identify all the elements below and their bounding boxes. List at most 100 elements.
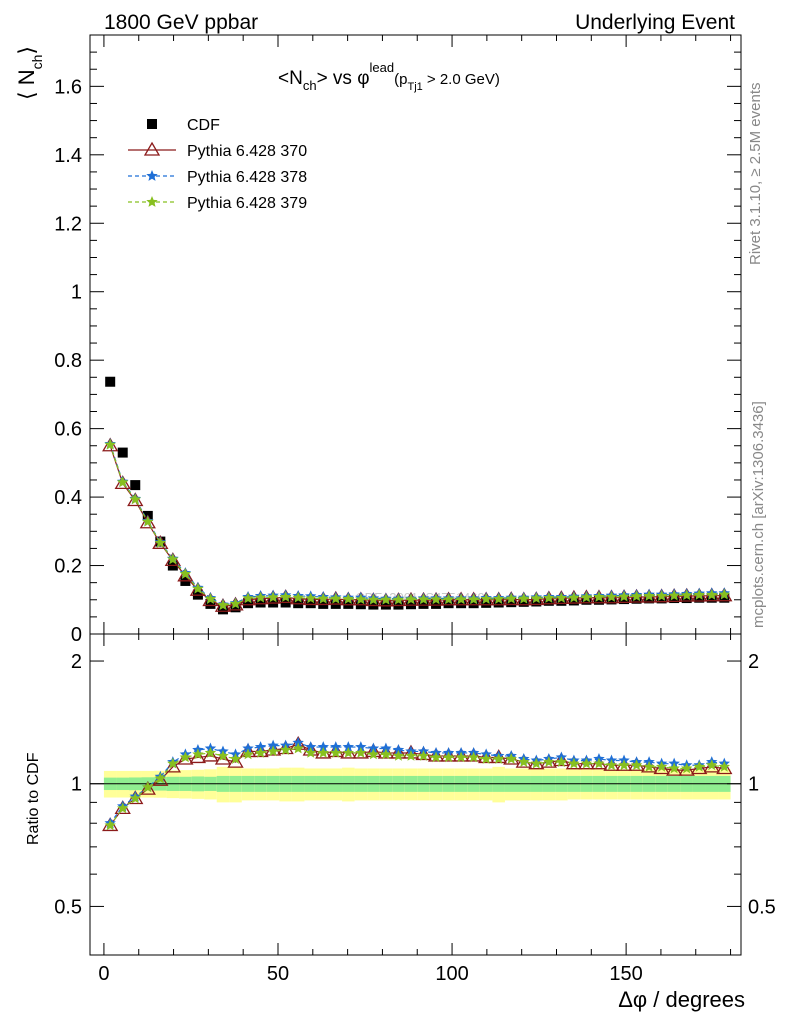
ratio-y-tick-label: 0.5 [54,896,82,918]
data-point [442,593,455,605]
data-point [142,781,154,793]
series-line [109,747,725,826]
data-point [117,476,129,488]
data-point [630,590,643,602]
data-point [392,593,405,605]
data-point [292,591,304,603]
data-point [179,568,192,579]
ratio-y-axis-label: Ratio to CDF [25,752,42,845]
data-point [177,567,194,582]
data-point [204,593,217,604]
x-tick-label: 100 [435,963,468,985]
data-point [105,376,116,387]
data-point [104,438,116,450]
data-point [490,749,507,764]
data-point [706,592,717,603]
title-paren-rest: > 2.0 GeV) [423,71,500,88]
data-point [117,802,129,814]
title-mid: > vs φ [317,68,370,89]
legend-marker [146,170,158,181]
data-point [254,741,267,752]
ratio-series-layer [102,735,733,832]
y-tick-label: 0.8 [54,350,82,372]
x-tick-label: 0 [98,963,109,985]
data-point [393,599,404,610]
data-point [530,757,543,769]
data-point [154,772,167,784]
y-label-sub: ch [29,55,45,70]
data-point [680,589,693,601]
data-point [455,751,467,763]
data-point [255,597,266,608]
plot-title: <Nch> vs φlead(pTj1 > 2.0 GeV) [278,60,500,93]
data-point [467,751,480,763]
data-point [553,752,570,767]
data-point [468,598,479,609]
ratio-uncertainty-bands [90,766,741,803]
data-point [543,595,554,606]
data-point [217,604,228,615]
data-point [719,592,730,603]
ratio-plot-frame [89,633,742,956]
data-point [380,748,392,760]
y-tick-label: 0.6 [54,419,82,441]
data-point [343,598,354,609]
data-point [342,593,355,604]
rivet-version-label: Rivet 3.1.10, ≥ 2.5M events [747,83,764,266]
data-point [164,758,181,773]
data-point [254,591,267,603]
y-tick-label: 0.2 [54,556,82,578]
header-right-label: Underlying Event [575,11,735,34]
data-point [177,750,194,765]
legend: CDF Pythia 6.428 370 Pythia 6.428 378 Pythi… [128,117,307,212]
ratio-y-tick-label: 2 [71,651,82,673]
data-point [242,592,254,604]
data-point [455,593,467,605]
y-tick-label: 0.4 [54,487,82,509]
mcplots-label: mcplots.cern.ch [arXiv:1306.3436] [750,401,767,628]
data-point [694,592,705,603]
y-label-main: ⟨ N [14,69,39,100]
data-point [330,741,342,752]
data-point [154,536,167,548]
data-point [417,749,430,761]
data-point [368,599,379,610]
ratio-y-tick-label-right: 1 [748,774,759,796]
data-point [431,598,442,609]
data-point [680,762,693,774]
legend-marker [143,141,161,156]
data-point [355,741,367,752]
data-point [452,747,470,762]
data-point [465,747,482,762]
data-point [668,589,680,601]
data-point [568,757,580,769]
data-point [678,761,695,776]
header-left-label: 1800 GeV ppbar [104,11,258,34]
data-point [618,759,630,771]
data-point [480,752,492,764]
data-point [192,582,204,594]
y-tick-label: 1.2 [54,213,82,235]
data-point [292,736,304,748]
data-point [493,593,505,604]
data-point [505,592,517,604]
data-point [653,760,670,775]
data-point [655,760,668,772]
data-point [380,599,391,610]
data-point [643,590,655,601]
y-tick-label: 1.6 [54,76,82,98]
data-point [415,746,432,761]
legend-label: Pythia 6.428 378 [187,169,307,186]
data-point [493,597,504,608]
data-point [543,756,555,767]
data-point [267,591,279,603]
data-point [706,588,718,600]
data-point [580,757,593,769]
data-point [593,757,605,769]
data-point [279,591,292,602]
data-point [443,598,454,609]
data-point [480,593,492,604]
data-point [355,746,367,758]
data-point [139,780,156,795]
data-point [104,819,116,831]
